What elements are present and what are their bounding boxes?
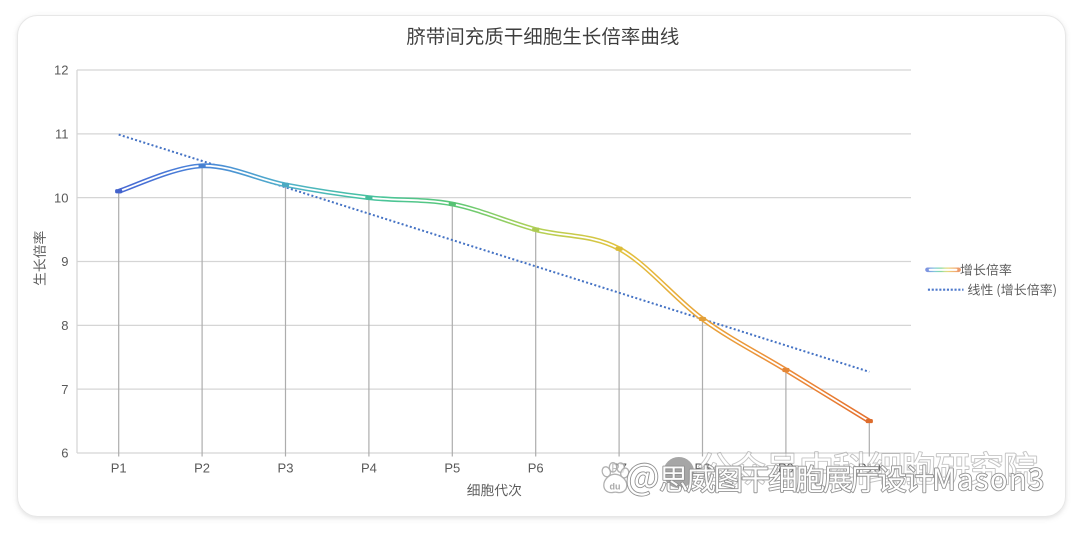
svg-text:P6: P6	[528, 461, 544, 476]
svg-text:9: 9	[61, 254, 68, 269]
svg-text:11: 11	[55, 126, 69, 141]
svg-text:P1: P1	[111, 461, 127, 476]
svg-text:P5: P5	[444, 461, 460, 476]
svg-text:P2: P2	[194, 461, 210, 476]
svg-text:P4: P4	[361, 461, 377, 476]
svg-text:10: 10	[54, 190, 68, 205]
svg-text:6: 6	[61, 446, 68, 461]
svg-text:12: 12	[54, 63, 68, 78]
svg-text:8: 8	[61, 318, 68, 333]
svg-text:du: du	[610, 482, 621, 492]
svg-text:7: 7	[61, 382, 68, 397]
svg-text:P3: P3	[278, 461, 294, 476]
